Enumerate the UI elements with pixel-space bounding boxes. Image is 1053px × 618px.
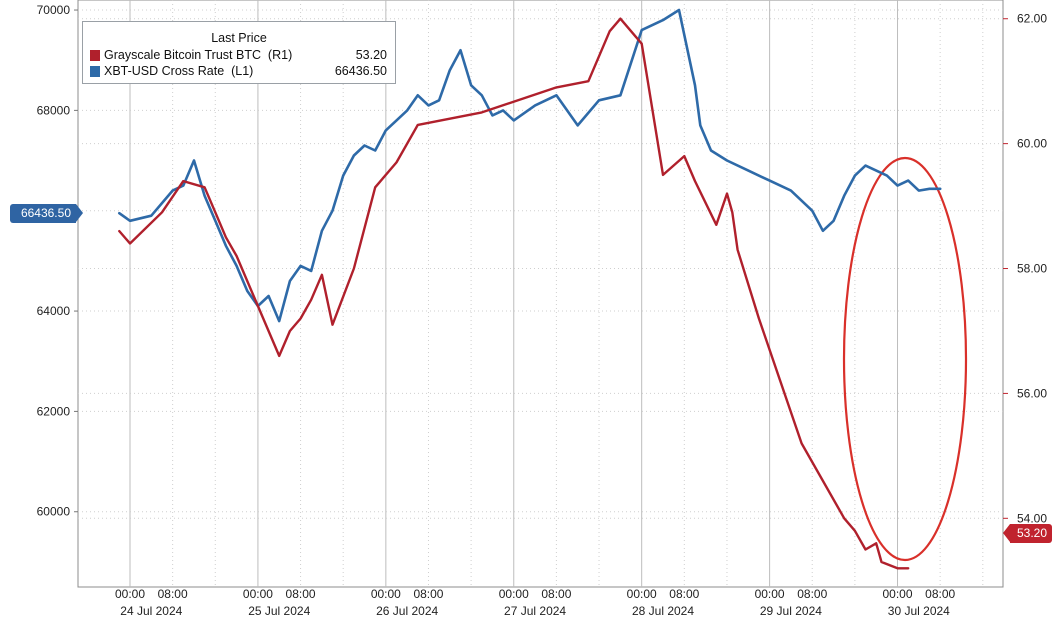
x-axis-time-label: 08:00 xyxy=(286,587,316,601)
legend-value-xbt: 66436.50 xyxy=(334,64,387,78)
x-axis-time-label: 08:00 xyxy=(413,587,443,601)
x-axis-date-label: 30 Jul 2024 xyxy=(888,604,950,618)
left-axis-tick-label: 62000 xyxy=(37,404,71,418)
x-axis-time-label: 08:00 xyxy=(158,587,188,601)
x-axis-time-label: 08:00 xyxy=(797,587,827,601)
x-axis-time-label: 08:00 xyxy=(669,587,699,601)
right-axis-tick-label: 56.00 xyxy=(1017,386,1047,400)
x-axis-time-label: 08:00 xyxy=(541,587,571,601)
x-axis-date-label: 29 Jul 2024 xyxy=(760,604,822,618)
x-axis-date-label: 28 Jul 2024 xyxy=(632,604,694,618)
left-axis-tick-label: 60000 xyxy=(37,505,71,519)
right-axis-tick-label: 62.00 xyxy=(1017,12,1047,26)
x-axis-time-label: 00:00 xyxy=(115,587,145,601)
legend-entry-gbtc: Grayscale Bitcoin Trust BTC (R1) 53.20 xyxy=(90,48,387,64)
left-axis-tick-label: 70000 xyxy=(37,3,71,17)
left-axis-tick-label: 64000 xyxy=(37,304,71,318)
last-value-badge-right: 53.20 xyxy=(1010,524,1052,543)
plot-frame xyxy=(77,0,1004,588)
annotation-layer xyxy=(842,156,968,562)
legend-label-xbt: XBT-USD Cross Rate (L1) xyxy=(104,64,254,78)
last-value-badge-left-arrow xyxy=(76,204,83,222)
left-axis-tick-label: 68000 xyxy=(37,103,71,117)
x-axis-date-label: 25 Jul 2024 xyxy=(248,604,310,618)
x-axis-time-label: 00:00 xyxy=(627,587,657,601)
highlight-ellipse xyxy=(842,156,968,562)
last-value-badge-right-arrow xyxy=(1003,524,1010,542)
series-line-gbtc xyxy=(118,17,910,570)
axis-layer: 70000680006600064000620006000062.0060.00… xyxy=(37,3,1048,618)
x-axis-time-label: 00:00 xyxy=(499,587,529,601)
right-axis-tick-label: 58.00 xyxy=(1017,262,1047,276)
x-axis-date-label: 26 Jul 2024 xyxy=(376,604,438,618)
x-axis-date-label: 24 Jul 2024 xyxy=(120,604,182,618)
x-axis-time-label: 00:00 xyxy=(243,587,273,601)
legend-label-gbtc: Grayscale Bitcoin Trust BTC (R1) xyxy=(104,48,293,62)
right-axis-tick-label: 60.00 xyxy=(1017,137,1047,151)
legend: Last Price Grayscale Bitcoin Trust BTC (… xyxy=(82,21,396,84)
right-axis-tick-label: 54.00 xyxy=(1017,511,1047,525)
series-layer xyxy=(118,8,942,570)
series-line-xbt-usd xyxy=(118,8,942,323)
x-axis-time-label: 00:00 xyxy=(755,587,785,601)
legend-title: Last Price xyxy=(211,31,267,45)
legend-entry-xbt: XBT-USD Cross Rate (L1) 66436.50 xyxy=(90,64,387,80)
x-axis-date-label: 27 Jul 2024 xyxy=(504,604,566,618)
x-axis-time-label: 00:00 xyxy=(371,587,401,601)
legend-value-gbtc: 53.20 xyxy=(355,48,387,62)
x-axis-time-label: 08:00 xyxy=(925,587,955,601)
grid-layer xyxy=(77,0,1004,588)
legend-swatch-xbt xyxy=(90,66,100,77)
last-value-badge-left: 66436.50 xyxy=(10,204,76,223)
legend-swatch-gbtc xyxy=(90,50,100,61)
x-axis-time-label: 00:00 xyxy=(883,587,913,601)
